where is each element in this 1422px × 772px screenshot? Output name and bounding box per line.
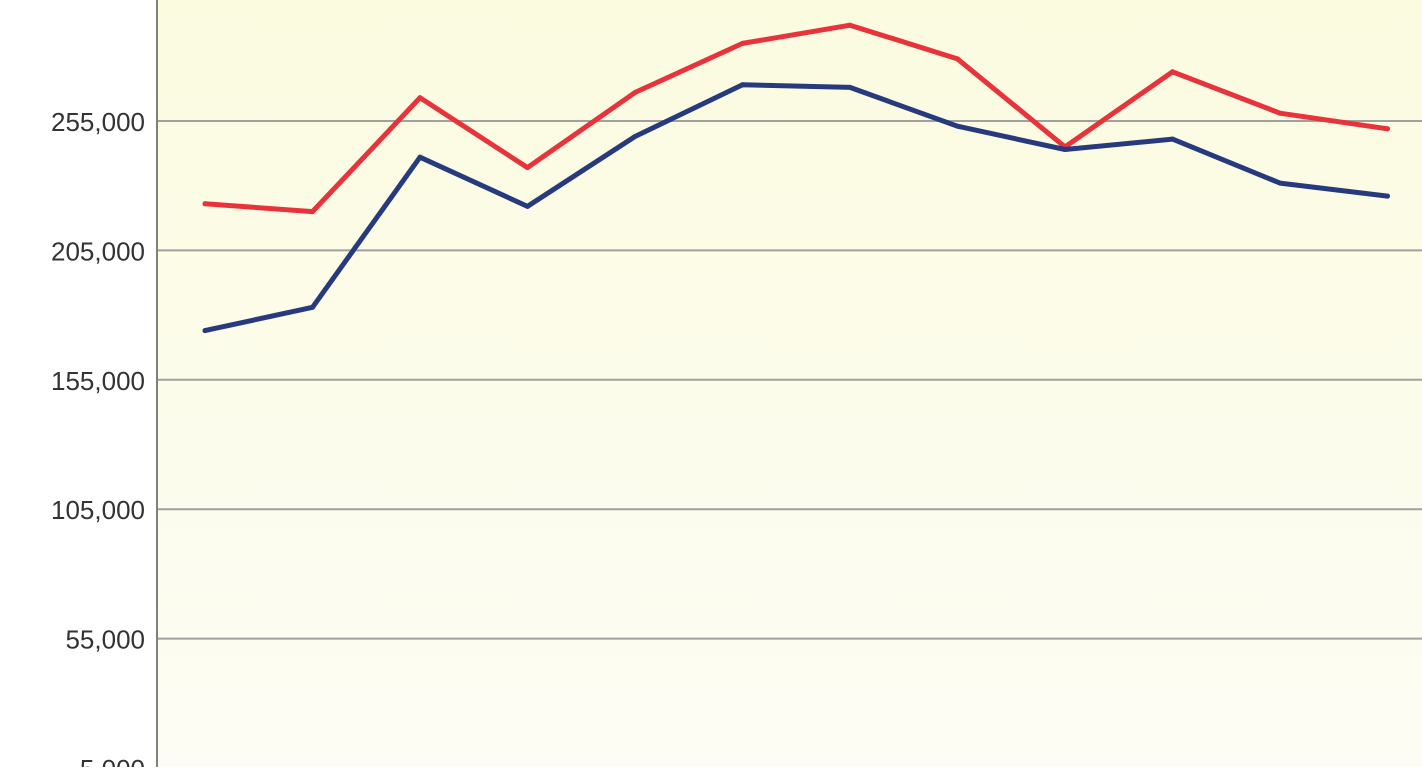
- series-line-2: [202, 82, 1390, 334]
- series-2-point: [955, 123, 960, 129]
- series-2-point: [1170, 136, 1175, 142]
- gridlines: [158, 120, 1422, 640]
- series-2-point: [1385, 193, 1390, 199]
- series-lines: [202, 22, 1390, 334]
- series-line-1: [202, 22, 1390, 215]
- series-1-point: [1277, 110, 1283, 116]
- y-tick-label: 55,000: [65, 625, 145, 655]
- series-2-point: [310, 304, 315, 310]
- series-1-point: [740, 40, 745, 46]
- y-tick-label: 105,000: [51, 495, 145, 525]
- y-tick-label: 255,000: [51, 107, 145, 137]
- y-tick-label: 5,000: [80, 754, 145, 767]
- plot-area: [158, 0, 1422, 767]
- series-1-point: [525, 165, 530, 171]
- series-1-point: [1385, 126, 1390, 132]
- series-1-point: [632, 90, 638, 95]
- y-tick-label: 205,000: [51, 236, 145, 266]
- series-2-point: [202, 328, 208, 334]
- series-1-point: [847, 22, 853, 28]
- series-2-point: [740, 82, 745, 88]
- series-2-point: [417, 154, 423, 160]
- series-1-point: [310, 209, 315, 215]
- y-tick-labels: 5,000 55,000 105,000 155,000 205,000 255,000: [51, 107, 145, 772]
- series-1-point: [955, 56, 960, 62]
- series-1-point: [1170, 69, 1175, 75]
- y-tick-label: 155,000: [51, 366, 145, 396]
- series-2-point: [632, 134, 638, 139]
- series-1-point: [417, 95, 423, 101]
- series-2-point: [1062, 147, 1068, 152]
- series-2-point: [1277, 180, 1283, 186]
- series-2-point: [847, 84, 853, 90]
- series-1-point: [202, 201, 208, 207]
- series-2-point: [525, 203, 530, 209]
